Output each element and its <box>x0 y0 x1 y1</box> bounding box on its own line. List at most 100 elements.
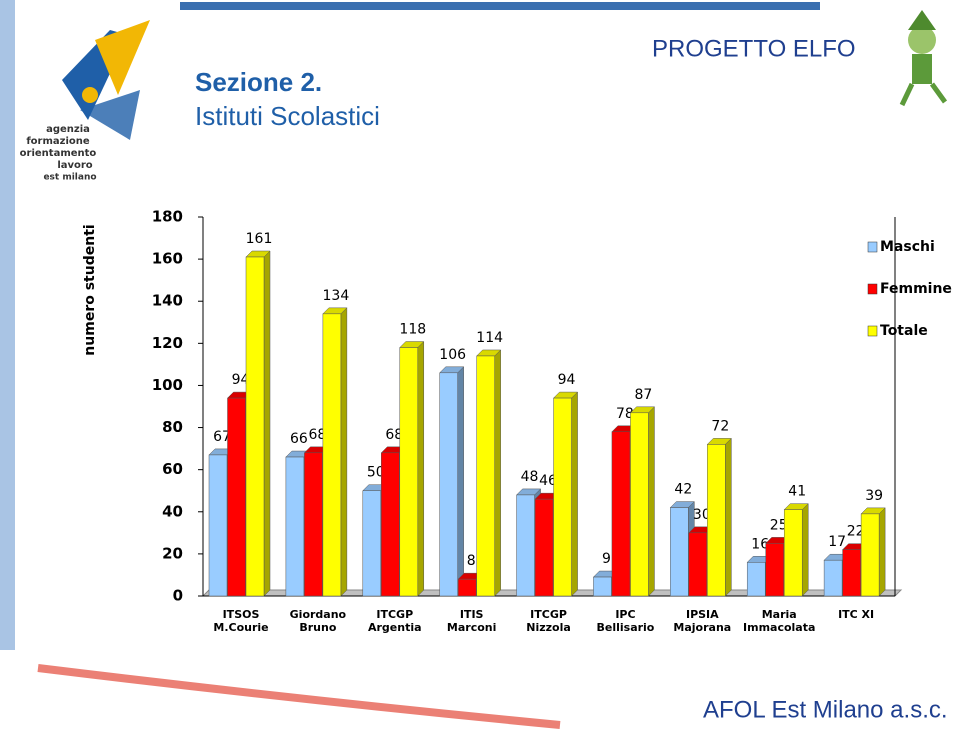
value-label: 17 <box>828 534 846 550</box>
value-label: 78 <box>616 406 634 422</box>
bar <box>611 431 631 597</box>
value-label: 94 <box>558 372 576 388</box>
project-title: PROGETTO ELFO <box>652 35 856 62</box>
y-tick-label: 120 <box>152 334 183 352</box>
value-label: 16 <box>751 536 769 552</box>
x-tick-label: ITIS Marconi <box>446 608 497 634</box>
value-label: 50 <box>367 465 385 481</box>
bar <box>362 490 382 597</box>
bar <box>457 578 477 597</box>
bar <box>285 456 305 597</box>
logo-text: orientamento <box>20 148 97 159</box>
bar <box>746 562 766 597</box>
bar <box>304 452 323 597</box>
y-tick-label: 100 <box>152 376 183 394</box>
bar <box>381 452 400 597</box>
bar <box>439 372 458 597</box>
logo-text: formazione <box>26 136 90 147</box>
bar-side <box>801 503 809 597</box>
value-label: 9 <box>602 551 611 567</box>
bar-side <box>571 391 578 597</box>
logo-text: est milano <box>43 173 96 183</box>
bar <box>322 313 342 597</box>
section-title: Sezione 2. <box>195 67 322 97</box>
legend-swatch <box>867 241 878 253</box>
value-label: 39 <box>865 488 883 504</box>
elf-mascot <box>899 10 948 107</box>
logo-text: agenzia <box>46 124 90 135</box>
value-label: 42 <box>674 482 692 498</box>
x-tick-label: IPC Bellisario <box>596 608 655 634</box>
value-label: 94 <box>232 372 250 388</box>
value-label: 161 <box>246 231 273 247</box>
value-label: 67 <box>213 429 231 445</box>
bar <box>670 507 689 597</box>
bar <box>860 513 880 597</box>
bar <box>593 576 612 597</box>
section-subtitle: Istituti Scolastici <box>195 101 380 131</box>
bar-side <box>648 406 655 597</box>
logo <box>62 20 150 140</box>
bar <box>553 397 572 597</box>
legend-swatch <box>867 283 878 295</box>
bar <box>476 355 495 597</box>
bar <box>208 454 228 597</box>
y-tick-label: 160 <box>152 250 183 268</box>
value-label: 66 <box>290 431 308 447</box>
value-label: 8 <box>467 553 476 569</box>
y-tick-label: 80 <box>162 418 183 436</box>
x-tick-label: Maria Immacolata <box>743 608 816 634</box>
x-tick-label: IPSIA Majorana <box>673 608 732 634</box>
legend-label: Maschi <box>880 239 935 255</box>
x-tick-label: ITC XI <box>838 608 875 621</box>
legend-label: Femmine <box>880 281 952 297</box>
value-label: 46 <box>539 473 557 489</box>
value-label: 72 <box>711 418 729 434</box>
footer-text: AFOL Est Milano a.s.c. <box>703 696 948 723</box>
bar <box>516 494 535 597</box>
bar-side <box>263 250 271 597</box>
y-tick-label: 40 <box>162 502 183 520</box>
x-tick-label: ITCGP Argentia <box>367 608 422 634</box>
y-tick-label: 140 <box>152 292 183 310</box>
bar <box>707 444 726 597</box>
value-label: 68 <box>308 427 326 443</box>
footer-swoosh <box>37 664 561 729</box>
bar-side <box>417 340 425 597</box>
bar <box>399 347 419 597</box>
x-tick-label: ITCGP Nizzola <box>526 608 571 634</box>
x-tick-label: ITSOS M.Courie <box>213 608 269 634</box>
value-label: 22 <box>847 524 865 540</box>
value-label: 114 <box>476 330 503 346</box>
bar-side <box>878 507 886 597</box>
legend-label: Totale <box>880 323 928 339</box>
y-tick-label: 0 <box>173 587 183 605</box>
y-tick-label: 60 <box>162 460 183 478</box>
top-band <box>180 2 820 10</box>
bar <box>823 559 843 597</box>
value-label: 30 <box>693 507 711 523</box>
left-band <box>0 0 15 650</box>
bar-side <box>494 349 501 597</box>
x-tick-label: Giordano Bruno <box>289 608 347 634</box>
bar-side <box>725 437 732 597</box>
logo-text: lavoro <box>57 160 92 171</box>
bar <box>688 532 708 597</box>
bar <box>245 256 265 597</box>
y-axis-label: numero studenti <box>82 224 98 355</box>
bar <box>227 397 246 597</box>
bar <box>765 543 784 597</box>
value-label: 48 <box>521 469 539 485</box>
bar <box>534 498 554 597</box>
bar <box>842 549 861 597</box>
value-label: 106 <box>439 347 466 363</box>
value-label: 118 <box>399 322 426 338</box>
bar <box>630 412 649 597</box>
y-tick-label: 20 <box>162 544 183 562</box>
bar-side <box>340 307 348 597</box>
value-label: 68 <box>385 427 403 443</box>
bar <box>783 509 803 597</box>
value-label: 41 <box>788 484 806 500</box>
